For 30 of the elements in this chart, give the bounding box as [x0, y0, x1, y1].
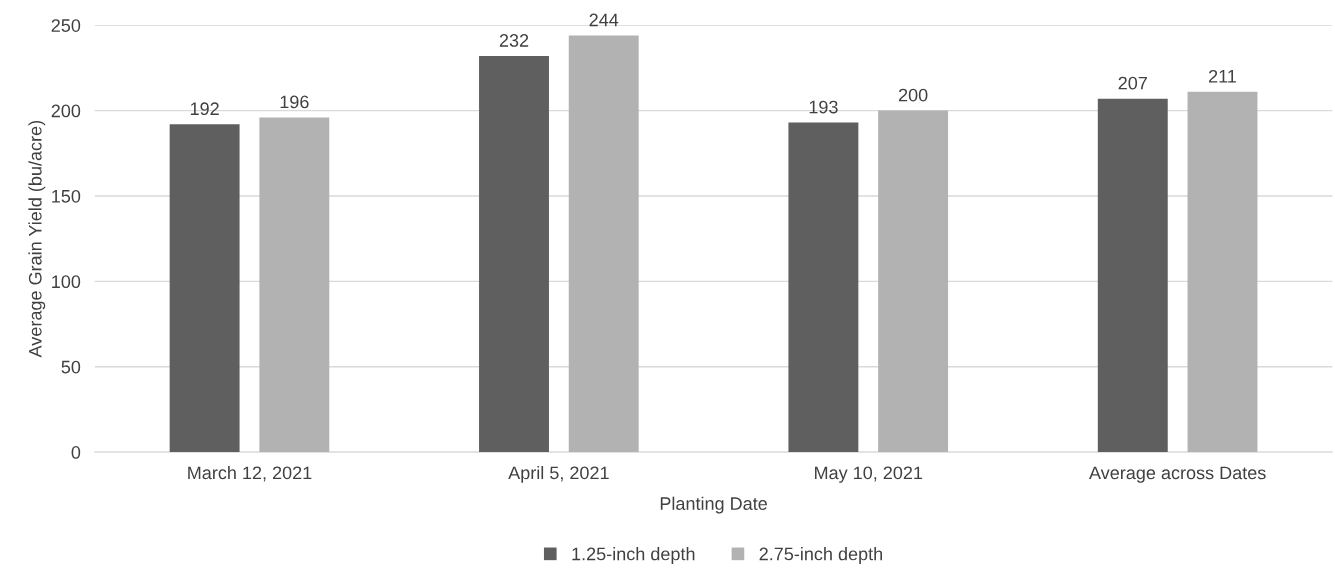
x-tick-label: March 12, 2021	[188, 465, 312, 482]
bar	[568, 35, 639, 453]
data-label: 196	[280, 95, 309, 109]
data-label: 200	[898, 88, 928, 102]
x-tick-label: Average across Dates	[1089, 466, 1266, 483]
bar	[788, 122, 859, 453]
data-label: 193	[809, 100, 838, 114]
bar	[259, 117, 330, 453]
data-label: 192	[190, 102, 219, 116]
bar	[1187, 91, 1258, 453]
bar	[1097, 98, 1168, 453]
data-label: 207	[1118, 76, 1147, 90]
data-label: 232	[499, 34, 529, 47]
y-tick-label: 250	[51, 19, 81, 32]
legend-label: 1.25-inch depth	[572, 547, 695, 564]
legend-label: 2.75-inch depth	[759, 547, 882, 564]
y-tick-label: 150	[52, 189, 81, 203]
y-tick-label: 0	[71, 446, 81, 459]
x-tick-label: May 10, 2021	[815, 466, 923, 483]
x-axis-title: Planting Date	[660, 496, 767, 514]
y-axis-title: Average Grain Yield (bu/acre)	[28, 121, 46, 358]
bar	[169, 124, 240, 453]
data-label: 211	[1209, 69, 1237, 83]
bar	[479, 55, 549, 453]
y-tick-label: 100	[52, 275, 81, 289]
y-tick-label: 50	[61, 360, 81, 374]
data-label: 244	[589, 13, 619, 27]
bar	[878, 110, 949, 453]
x-tick-label: April 5, 2021	[508, 465, 609, 483]
y-tick-label: 200	[51, 104, 81, 118]
